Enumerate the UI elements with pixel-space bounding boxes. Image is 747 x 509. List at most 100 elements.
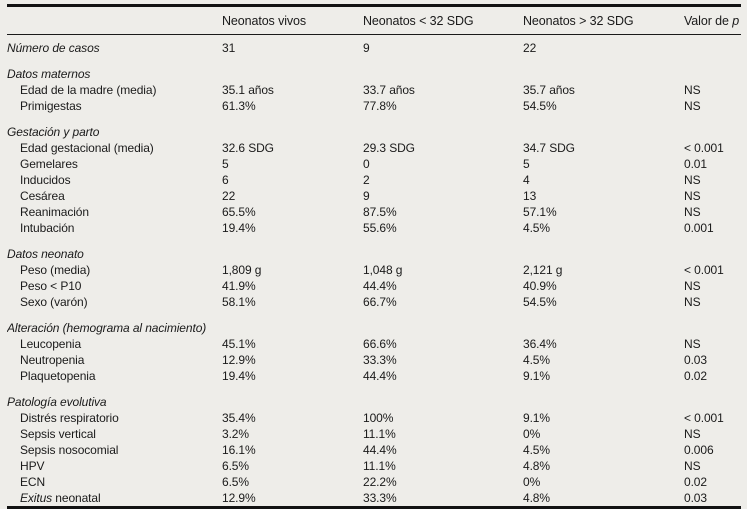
- row-label: Peso (media): [20, 263, 91, 277]
- cell-value: 0.01: [684, 157, 707, 171]
- row-label: Sexo (varón): [20, 295, 88, 309]
- row-label-part: neonatal: [52, 491, 101, 505]
- cell-value: 11.1%: [363, 427, 396, 441]
- cell-value: 35.4%: [222, 411, 256, 425]
- header-neonatos-vivos: Neonatos vivos: [222, 5, 363, 35]
- cell-value: 0: [363, 157, 370, 171]
- section-label: Patología evolutiva: [7, 395, 107, 409]
- row-label: Exitus neonatal: [7, 490, 222, 508]
- cell-value: 33.3%: [363, 353, 397, 367]
- cell-value: 6.5%: [222, 475, 249, 489]
- cell-value: < 0.001: [684, 141, 724, 155]
- cell-value: 19.4%: [222, 369, 256, 383]
- cell-value: 2,121 g: [523, 263, 563, 277]
- cell-value: 0.001: [684, 221, 714, 235]
- row-label: ECN: [20, 475, 46, 489]
- p-value-symbol: p: [732, 14, 740, 28]
- cell-value: 66.6%: [363, 337, 397, 351]
- cell-value: 13: [523, 189, 537, 203]
- cell-value: 9: [363, 189, 370, 203]
- row-label: Distrés respiratorio: [20, 411, 119, 425]
- row-label-part: Exitus: [20, 491, 53, 505]
- cell-value: 32.6 SDG: [222, 141, 274, 155]
- cell-value: 22: [523, 41, 537, 55]
- cell-value: 31: [222, 41, 236, 55]
- cell-value: 44.4%: [363, 279, 397, 293]
- neonatal-comparison-table: Neonatos vivos Neonatos < 32 SDG Neonato…: [7, 4, 741, 509]
- cell-value: 55.6%: [363, 221, 397, 235]
- cell-value: NS: [684, 427, 701, 441]
- row-label: Edad de la madre (media): [20, 83, 157, 97]
- cell-value: 9.1%: [523, 369, 550, 383]
- header-neonatos-gt-32: Neonatos > 32 SDG: [523, 5, 684, 35]
- cell-value: NS: [684, 295, 701, 309]
- row-label: Cesárea: [20, 189, 65, 203]
- cell-value: 1,048 g: [363, 263, 403, 277]
- table-body: Número de casos 31 9 22 Datos maternos Edad d…: [7, 35, 741, 508]
- cell-value: [684, 35, 741, 57]
- row-label: Intubación: [20, 221, 75, 235]
- table-row: Distrés respiratorio 35.4% 100% 9.1% < 0.001: [7, 410, 741, 426]
- row-label: Sepsis nosocomial: [20, 443, 119, 457]
- cell-value: 4.8%: [523, 491, 550, 505]
- comparison-table-container: Neonatos vivos Neonatos < 32 SDG Neonato…: [7, 4, 741, 509]
- cell-value: 0.006: [684, 443, 714, 457]
- table-row: HPV 6.5% 11.1% 4.8% NS: [7, 458, 741, 474]
- cell-value: 0%: [523, 427, 541, 441]
- table-row: Sepsis vertical 3.2% 11.1% 0% NS: [7, 426, 741, 442]
- cell-value: 6.5%: [222, 459, 249, 473]
- cell-value: 34.7 SDG: [523, 141, 575, 155]
- cell-value: 16.1%: [222, 443, 256, 457]
- cell-value: 4: [523, 173, 530, 187]
- cell-value: 0.02: [684, 369, 707, 383]
- cell-value: 0.03: [684, 491, 707, 505]
- cell-value: 12.9%: [222, 353, 256, 367]
- cell-value: 54.5%: [523, 99, 557, 113]
- cell-value: 44.4%: [363, 443, 397, 457]
- table-row: Edad gestacional (media) 32.6 SDG 29.3 SDG…: [7, 140, 741, 156]
- cell-value: 4.5%: [523, 353, 550, 367]
- row-label: HPV: [20, 459, 45, 473]
- table-row: Peso < P10 41.9% 44.4% 40.9% NS: [7, 278, 741, 294]
- table-row: Leucopenia 45.1% 66.6% 36.4% NS: [7, 336, 741, 352]
- table-row: Edad de la madre (media) 35.1 años 33.7 añ…: [7, 82, 741, 98]
- header-neonatos-lt-32: Neonatos < 32 SDG: [363, 5, 523, 35]
- section-label: Datos maternos: [7, 67, 91, 81]
- cell-value: 66.7%: [363, 295, 397, 309]
- table-row: Intubación 19.4% 55.6% 4.5% 0.001: [7, 220, 741, 236]
- cell-value: NS: [684, 279, 701, 293]
- cell-value: 5: [523, 157, 530, 171]
- cell-value: 19.4%: [222, 221, 256, 235]
- header-row: Neonatos vivos Neonatos < 32 SDG Neonato…: [7, 5, 741, 35]
- section-label: Datos neonato: [7, 247, 84, 261]
- cell-value: 3.2%: [222, 427, 249, 441]
- section-row: Patología evolutiva: [7, 384, 741, 410]
- cell-value: 35.7 años: [523, 83, 575, 97]
- row-label: Inducidos: [20, 173, 71, 187]
- cell-value: 0.03: [684, 353, 707, 367]
- cell-value: 22.2%: [363, 475, 397, 489]
- cell-value: 1,809 g: [222, 263, 262, 277]
- cell-value: 77.8%: [363, 99, 397, 113]
- row-label: Edad gestacional (media): [20, 141, 154, 155]
- table-row: Cesárea 22 9 13 NS: [7, 188, 741, 204]
- cell-value: 33.3%: [363, 491, 397, 505]
- cell-value: 0.02: [684, 475, 707, 489]
- row-label: Peso < P10: [20, 279, 82, 293]
- cell-value: 12.9%: [222, 491, 256, 505]
- cell-value: < 0.001: [684, 411, 724, 425]
- table-row: Neutropenia 12.9% 33.3% 4.5% 0.03: [7, 352, 741, 368]
- cell-value: 57.1%: [523, 205, 557, 219]
- table-row: Primigestas 61.3% 77.8% 54.5% NS: [7, 98, 741, 114]
- cell-value: 33.7 años: [363, 83, 415, 97]
- cell-value: 100%: [363, 411, 394, 425]
- cell-value: 87.5%: [363, 205, 397, 219]
- section-row: Alteración (hemograma al nacimiento): [7, 310, 741, 336]
- section-label: Gestación y parto: [7, 125, 100, 139]
- table-row: Peso (media) 1,809 g 1,048 g 2,121 g < 0.001: [7, 262, 741, 278]
- table-row: Reanimación 65.5% 87.5% 57.1% NS: [7, 204, 741, 220]
- cell-value: 2: [363, 173, 370, 187]
- p-value-prefix: Valor de: [684, 14, 733, 28]
- table-row: Exitus neonatal 12.9% 33.3% 4.8% 0.03: [7, 490, 741, 508]
- cell-value: 54.5%: [523, 295, 557, 309]
